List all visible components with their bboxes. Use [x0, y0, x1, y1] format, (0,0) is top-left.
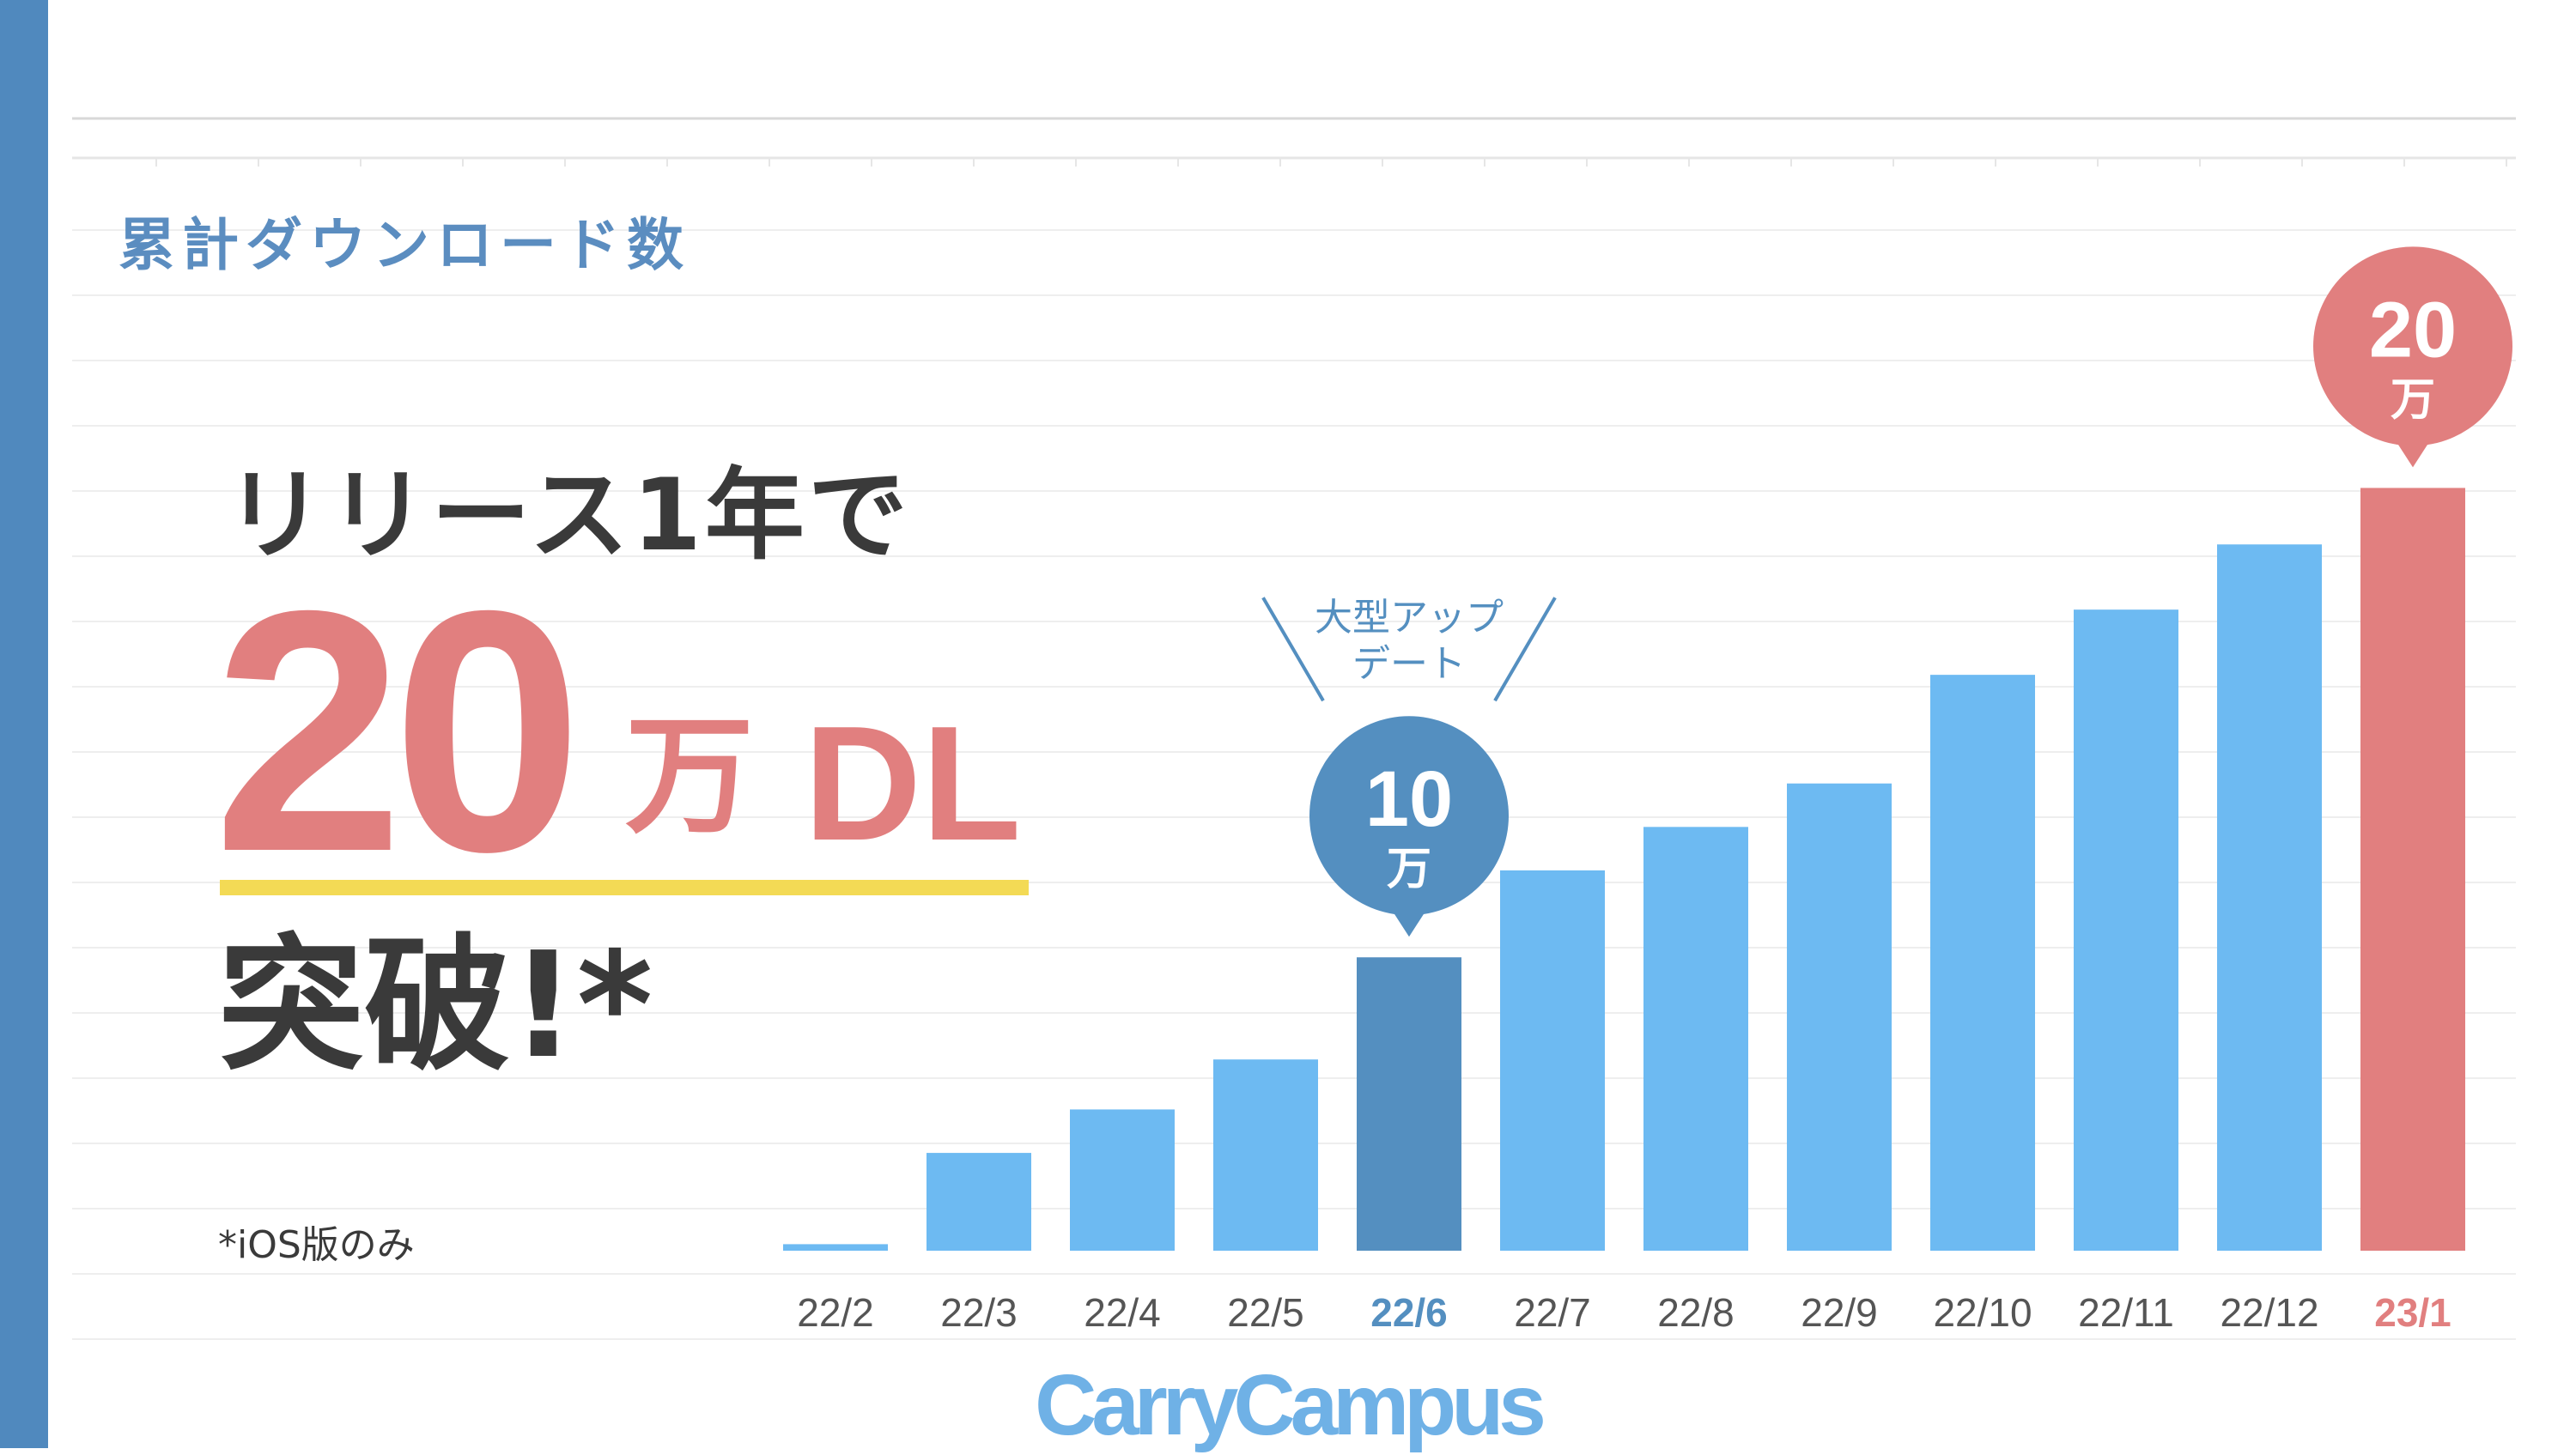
bubble-number: 10	[1365, 755, 1453, 843]
bubble-unit: 万	[2391, 374, 2435, 426]
left-accent-stripe	[0, 0, 48, 1448]
headline-line1: リリース1年で	[225, 458, 911, 573]
chart-title: 累計ダウンロード数	[118, 212, 690, 278]
x-tick-label-22-11: 22/11	[2078, 1290, 2174, 1335]
bar-22-3	[927, 1153, 1031, 1251]
bubble-number: 20	[2369, 286, 2457, 373]
bar-22-12	[2217, 544, 2322, 1251]
bar-22-11	[2074, 609, 2178, 1251]
bubble-23-1: 20万	[2313, 246, 2512, 468]
bar-22-10	[1930, 675, 2035, 1251]
bubble-circle	[1309, 716, 1509, 916]
headline-big-suffix: DL	[804, 693, 1022, 875]
bar-22-7	[1500, 870, 1605, 1251]
x-tick-label-22-8: 22/8	[1657, 1290, 1735, 1335]
headline-big-unit: 万	[625, 702, 755, 852]
bar-22-6	[1357, 957, 1461, 1251]
bubble-pointer	[2396, 440, 2430, 468]
x-tick-label-23-1: 23/1	[2374, 1290, 2451, 1335]
bar-22-9	[1787, 783, 1892, 1251]
callout-bracket-right	[1493, 597, 1557, 702]
x-tick-label-22-5: 22/5	[1227, 1290, 1304, 1335]
x-tick-label-22-6: 22/6	[1370, 1290, 1448, 1335]
bubble-circle	[2313, 246, 2512, 446]
callout-line: 大型アップ	[1315, 596, 1504, 640]
chart-bars	[783, 488, 2465, 1251]
x-tick-label-22-3: 22/3	[940, 1290, 1018, 1335]
headline-big-number: 20	[213, 539, 583, 923]
x-tick-label-22-9: 22/9	[1801, 1290, 1878, 1335]
chart-x-tick-labels: 22/2 22/3 22/4 22/5 22/6 22/7 22/8 22/9 22/10 22/…	[797, 1290, 2451, 1335]
callout-bracket-left	[1261, 597, 1325, 702]
x-tick-label-22-7: 22/7	[1514, 1290, 1591, 1335]
x-tick-label-22-4: 22/4	[1084, 1290, 1161, 1335]
highlight-underline	[220, 880, 1029, 895]
bar-23-1	[2360, 488, 2465, 1251]
footnote: *iOS版のみ	[218, 1223, 415, 1267]
logo-text: CarryCampus	[1035, 1357, 1546, 1453]
headline-line3: 突破!*	[218, 921, 653, 1091]
bar-22-4	[1070, 1109, 1175, 1251]
bar-22-5	[1213, 1059, 1318, 1251]
callout-line: デート	[1352, 642, 1466, 686]
x-tick-label-22-2: 22/2	[797, 1290, 874, 1335]
x-tick-label-22-10: 22/10	[1933, 1290, 2032, 1335]
bubble-pointer	[1392, 910, 1426, 937]
bubble-unit: 万	[1387, 844, 1431, 895]
bar-22-2	[783, 1244, 888, 1251]
x-tick-label-22-12: 22/12	[2220, 1290, 2318, 1335]
bar-22-8	[1643, 827, 1748, 1251]
